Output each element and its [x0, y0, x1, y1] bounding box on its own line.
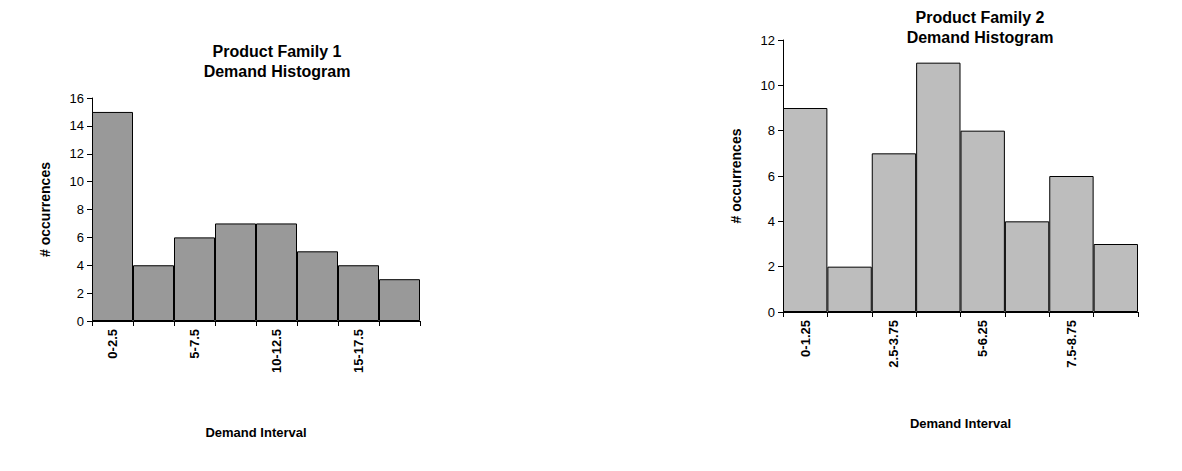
svg-text:12: 12 [70, 146, 84, 161]
svg-text:0-2.5: 0-2.5 [105, 329, 120, 359]
svg-text:2: 2 [77, 286, 84, 301]
svg-text:7.5-8.75: 7.5-8.75 [1064, 320, 1079, 368]
svg-text:# occurrences: # occurrences [728, 128, 744, 223]
svg-text:4: 4 [768, 214, 775, 229]
svg-text:5-6.25: 5-6.25 [975, 320, 990, 357]
svg-text:0-1.25: 0-1.25 [798, 320, 813, 357]
svg-text:Demand Histogram: Demand Histogram [907, 29, 1054, 46]
svg-text:Product Family 2: Product Family 2 [916, 9, 1045, 26]
svg-text:2.5-3.75: 2.5-3.75 [886, 320, 901, 368]
svg-text:14: 14 [70, 118, 84, 133]
svg-text:12: 12 [761, 33, 775, 48]
svg-text:4: 4 [77, 258, 84, 273]
svg-text:2: 2 [768, 259, 775, 274]
svg-text:5-7.5: 5-7.5 [187, 329, 202, 359]
svg-text:10-12.5: 10-12.5 [269, 329, 284, 373]
svg-text:Product Family 1: Product Family 1 [213, 43, 342, 60]
svg-text:0: 0 [77, 314, 84, 329]
svg-text:16: 16 [70, 91, 84, 106]
svg-text:10: 10 [761, 78, 775, 93]
svg-text:15-17.5: 15-17.5 [351, 329, 366, 373]
svg-text:0: 0 [768, 305, 775, 320]
svg-text:6: 6 [768, 169, 775, 184]
svg-text:Demand Histogram: Demand Histogram [204, 63, 351, 80]
svg-text:6: 6 [77, 230, 84, 245]
svg-text:# occurrences: # occurrences [37, 162, 53, 257]
svg-text:Demand Interval: Demand Interval [205, 425, 306, 440]
svg-text:10: 10 [70, 174, 84, 189]
svg-text:8: 8 [768, 123, 775, 138]
svg-text:Demand Interval: Demand Interval [910, 416, 1011, 431]
svg-text:8: 8 [77, 202, 84, 217]
